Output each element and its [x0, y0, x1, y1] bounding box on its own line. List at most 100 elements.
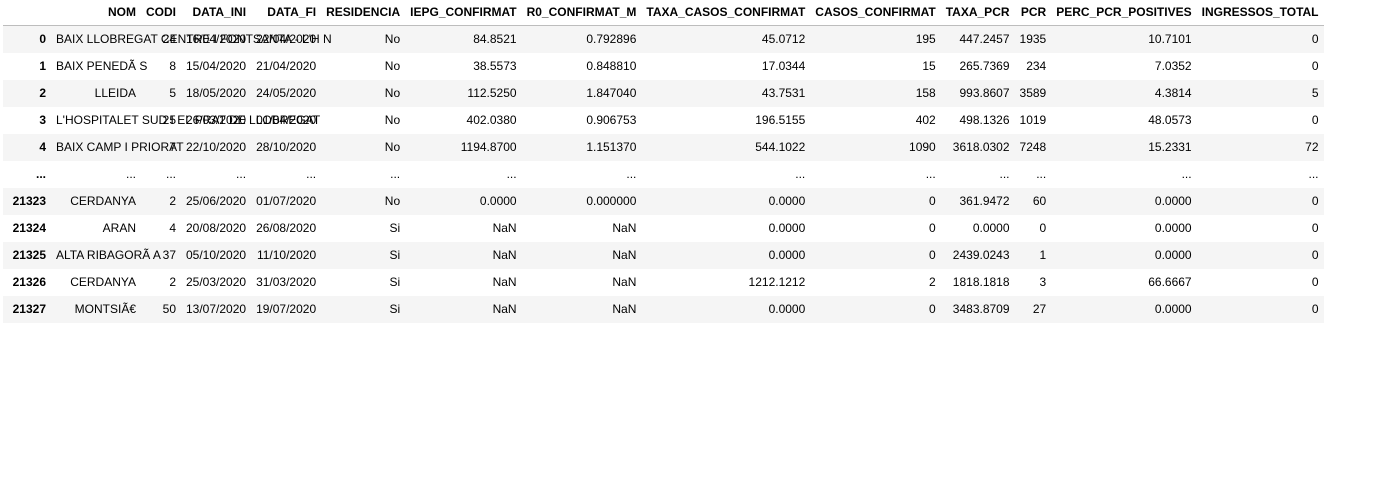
table-cell: 0: [1311, 59, 1319, 73]
table-cell: ...: [390, 167, 401, 181]
header-iepg-confirmat: IEPG_CONFIRMAT: [405, 0, 522, 26]
table-row: 1 BAIX PENEDÃ S 8 15/04/2020 21/04/2020 No 38.…: [3, 53, 1324, 80]
table-row: 21325 ALTA RIBAGORÃ A 37 05/10/2020 11/10/20…: [3, 242, 1324, 269]
table-cell: 25/03/2020: [186, 275, 247, 289]
table-cell: BAIX PENEDÃ S: [56, 59, 148, 73]
table-cell: 0.000000: [586, 194, 637, 208]
table-cell: 0: [929, 221, 936, 235]
table-cell: BAIX LLOBREGAT CENTRE I FONTSANTA - L'H …: [56, 32, 332, 46]
header-taxa-pcr: TAXA_PCR: [940, 0, 1015, 26]
table-cell: 0: [929, 194, 936, 208]
table-cell: 7.0352: [1154, 59, 1192, 73]
table-cell: 0.848810: [586, 59, 637, 73]
table-cell: 1: [1039, 248, 1047, 262]
table-cell: No: [384, 194, 401, 208]
table-cell: 0.0000: [479, 194, 517, 208]
table-cell: 25: [162, 113, 176, 127]
table-cell: 3: [1039, 275, 1047, 289]
table-cell: 28/10/2020: [256, 140, 317, 154]
table-cell: 15/04/2020: [186, 59, 247, 73]
table-cell: 10.7101: [1148, 32, 1192, 46]
table-cell: ...: [236, 167, 247, 181]
header-casos-confirmat: CASOS_CONFIRMAT: [810, 0, 941, 26]
table-cell: 31/03/2020: [256, 275, 317, 289]
table-cell: ...: [125, 167, 136, 181]
table-cell: ARAN: [102, 221, 136, 235]
table-cell: L'HOSPITALET SUD I EL PRAT DE LLOBREGAT: [56, 113, 321, 127]
table-cell: No: [384, 86, 401, 100]
table-cell: 0.0000: [1154, 248, 1192, 262]
row-index: 3: [39, 113, 46, 127]
table-cell: 18/05/2020: [186, 86, 247, 100]
table-cell: 5: [1311, 86, 1319, 100]
table-cell: BAIX CAMP I PRIORAT: [56, 140, 184, 154]
table-cell: 544.1022: [755, 140, 806, 154]
table-cell: 234: [1026, 59, 1047, 73]
table-cell: No: [384, 113, 401, 127]
table-cell: 0.0000: [1154, 194, 1192, 208]
table-cell: 1.847040: [586, 86, 637, 100]
table-cell: 45.0712: [761, 32, 806, 46]
dataframe-output: NOM CODI DATA_INI DATA_FI RESIDENCIA IEP…: [3, 0, 1324, 316]
row-index: 21325: [12, 248, 46, 262]
table-cell: 2: [169, 194, 176, 208]
table-cell: 498.1326: [959, 113, 1010, 127]
table-cell: No: [384, 140, 401, 154]
table-cell: 0: [929, 248, 936, 262]
table-cell: 0.0000: [768, 194, 806, 208]
table-cell: ...: [506, 167, 517, 181]
header-ingressos-total: INGRESSOS_TOTAL: [1196, 0, 1324, 26]
header-data-ini: DATA_INI: [181, 0, 252, 26]
table-cell: 84.8521: [473, 32, 517, 46]
table-cell: 1935: [1019, 32, 1047, 46]
table-cell: 196.5155: [755, 113, 806, 127]
table-cell: 22/04/2020: [256, 32, 317, 46]
table-cell: ...: [165, 167, 176, 181]
table-cell: 3618.0302: [952, 140, 1010, 154]
table-cell: 24/05/2020: [256, 86, 317, 100]
table-cell: 20/08/2020: [186, 221, 247, 235]
table-cell: 1.151370: [586, 140, 637, 154]
table-cell: 0: [1311, 302, 1319, 316]
table-cell: 15.2331: [1148, 140, 1192, 154]
table-cell: 26/03/2020: [186, 113, 247, 127]
table-cell: NaN: [492, 275, 517, 289]
row-index: 0: [39, 32, 46, 46]
row-index: 21326: [12, 275, 46, 289]
row-index: 21327: [12, 302, 46, 316]
table-cell: NaN: [612, 275, 637, 289]
table-cell: NaN: [492, 221, 517, 235]
header-pcr: PCR: [1014, 0, 1052, 26]
table-cell: MONTSIÃ€: [74, 302, 136, 316]
header-index: [3, 0, 51, 26]
table-cell: LLEIDA: [94, 86, 136, 100]
table-cell: 0: [929, 302, 936, 316]
table-cell: 195: [915, 32, 936, 46]
table-cell: 8: [169, 59, 176, 73]
table-cell: NaN: [492, 248, 517, 262]
table-cell: 3483.8709: [952, 302, 1010, 316]
table-cell: 01/07/2020: [256, 194, 317, 208]
table-cell: 0: [1311, 248, 1319, 262]
table-row: 21324 ARAN 4 20/08/2020 26/08/2020 Si NaN NaN 0.…: [3, 215, 1324, 242]
table-cell: 7248: [1019, 140, 1047, 154]
table-cell: ...: [925, 167, 936, 181]
table-cell: 0.0000: [768, 221, 806, 235]
table-cell: ...: [795, 167, 806, 181]
table-cell: 17.0344: [761, 59, 806, 73]
row-index: 1: [39, 59, 46, 73]
table-cell: 5: [169, 86, 176, 100]
table-cell: 43.7531: [761, 86, 806, 100]
table-cell: 1090: [909, 140, 936, 154]
header-perc-pcr-positives: PERC_PCR_POSITIVES: [1051, 0, 1197, 26]
table-cell: 158: [915, 86, 936, 100]
table-cell: ALTA RIBAGORÃ A: [56, 248, 161, 262]
row-index: 21324: [12, 221, 46, 235]
table-cell: 37: [162, 248, 176, 262]
table-cell: 66.6667: [1148, 275, 1192, 289]
table-cell: 112.5250: [467, 86, 517, 100]
table-cell: 2: [929, 275, 936, 289]
table-cell: 0.0000: [1154, 221, 1192, 235]
table-cell: ...: [306, 167, 317, 181]
table-cell: 0.792896: [586, 32, 637, 46]
